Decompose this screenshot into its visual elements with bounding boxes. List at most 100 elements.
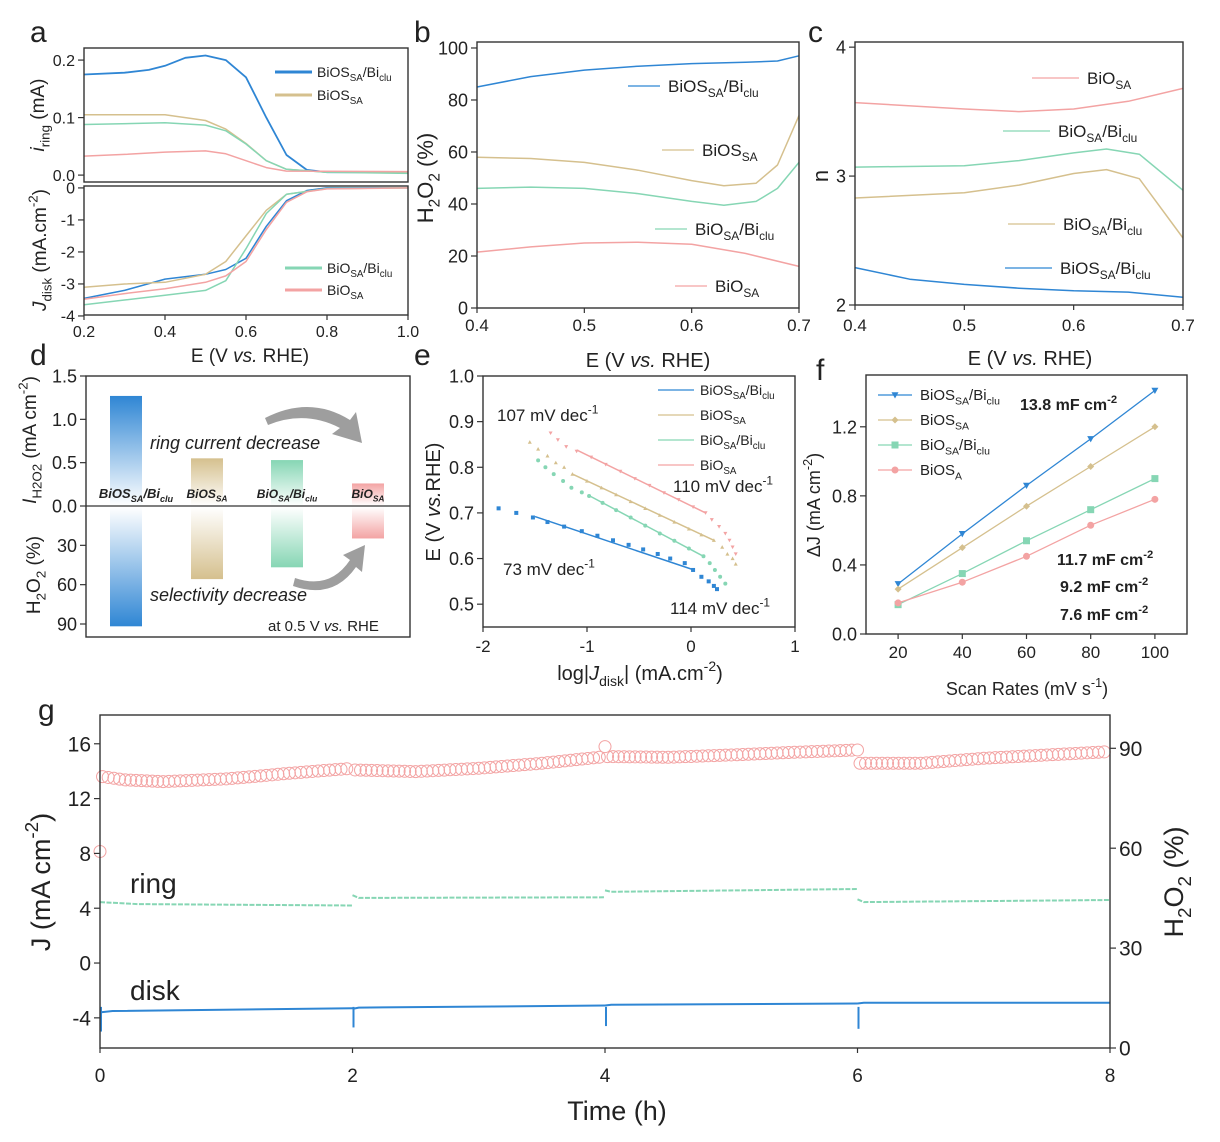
data-point-triangle (733, 562, 738, 566)
disk-current-line (857, 1001, 1110, 1005)
panel-a: 0.00.10.20-1-2-3-40.2 0.4 0.6 0.8 1.0E (V vs… (25, 53, 419, 367)
x-tick-label: 0.6 (235, 324, 257, 341)
ring-current-line (857, 898, 1111, 904)
data-point-circle (1023, 552, 1030, 560)
y-axis-title: J (mA cm-2) (22, 813, 56, 951)
disk-current-line (352, 1004, 606, 1010)
x-tick-label: 0.5 (953, 316, 977, 335)
y-axis-title: n (808, 170, 833, 182)
h2o2-data-point (730, 748, 744, 762)
y-axis-title: ΔJ (mA cm-2) (801, 453, 824, 557)
data-point-square (691, 567, 696, 572)
h2o2-data-point (151, 774, 165, 788)
panel-g: 0 2 4 6 8 -4 0 4 8 12 16 0 30 60 90 Time (h) J (mA cm-2)… (22, 733, 1196, 1126)
data-point-triangle (720, 545, 725, 549)
data-point-triangle-down (661, 491, 666, 495)
data-point-square (706, 579, 711, 584)
h2o2-data-point (776, 746, 790, 760)
capacitance-label: 7.6 mF cm-2 (1060, 604, 1148, 624)
h2o2-data-point (140, 774, 154, 788)
data-point-square (579, 529, 584, 534)
data-point-triangle-down (676, 498, 681, 502)
data-point-circle (643, 523, 648, 528)
data-point-triangle-down (727, 538, 732, 543)
selectivity-bar (271, 507, 303, 568)
arrow-icon (293, 545, 365, 591)
h2o2-data-point (764, 746, 778, 760)
disk-current-axes (83, 185, 409, 316)
ring-current-axes (83, 47, 409, 183)
data-point-diamond (958, 544, 966, 552)
h2o2-data-point (381, 764, 395, 778)
data-point-triangle (672, 520, 677, 524)
series-line (83, 122, 409, 175)
series-label: BiOSA/Biclu (1063, 215, 1142, 238)
data-point-circle (551, 472, 556, 477)
h2o2-data-point (897, 756, 911, 770)
y-tick-label: 0.0 (53, 168, 75, 185)
h2o2-data-point (810, 744, 824, 758)
x-tick-label: 1.0 (397, 324, 419, 341)
selectivity-bar (110, 507, 142, 627)
y-tick-label: 40 (448, 194, 468, 214)
series-line (854, 266, 1184, 299)
data-point-triangle-down (603, 462, 608, 467)
data-point-circle (1151, 495, 1159, 503)
y-tick-label: 0.8 (832, 486, 857, 506)
x-tick-label: 6 (852, 1066, 863, 1087)
series-line (476, 161, 800, 207)
data-point-triangle-down (564, 445, 569, 449)
data-point-circle (701, 554, 706, 559)
ring-current-line (352, 894, 606, 899)
data-point-square (611, 538, 615, 543)
y-tick-label: 3 (836, 167, 846, 187)
annotation-ring: ring current decrease (150, 433, 320, 453)
h2o2-data-point (392, 764, 406, 778)
data-point-diamond (894, 585, 902, 593)
y-tick-label: 30 (57, 536, 77, 556)
y-tick-label: 2 (836, 295, 846, 315)
x-tick-label: 0.4 (465, 316, 489, 335)
data-point-circle (657, 531, 662, 536)
h2o2-data-point (678, 750, 692, 764)
y-tick-label: 1.0 (52, 410, 77, 430)
data-point-square (496, 506, 501, 511)
data-point-triangle-down (647, 483, 652, 488)
data-point-square (682, 561, 687, 566)
x-tick-label: 0.7 (1171, 316, 1195, 335)
legend-label: BiOSSA (700, 407, 746, 427)
h2o2-data-point (853, 756, 867, 770)
ring-current-bar (110, 395, 142, 506)
h2o2-data-point (799, 745, 813, 759)
x-tick-label: 80 (1081, 643, 1100, 662)
panel-f: 20 40 60 80 100 0.0 0.4 0.8 1.2 Scan Rates (mV s-… (801, 387, 1169, 699)
h2o2-data-point (875, 756, 889, 770)
h2o2-data-point (903, 756, 917, 770)
data-point-triangle-down (891, 392, 899, 399)
h2o2-data-point (387, 764, 401, 778)
h2o2-data-point (173, 774, 187, 788)
legend-label: BiOSA/Biclu (920, 437, 990, 458)
data-point-triangle (730, 556, 735, 561)
h2o2-data-point (606, 750, 620, 764)
y-tick-label: 0.4 (832, 555, 857, 575)
data-point-triangle (585, 478, 589, 483)
h2o2-data-point (634, 750, 648, 764)
data-point-circle (1087, 521, 1095, 529)
h2o2-data-point (359, 763, 373, 777)
x-axis-title: E (V vs. RHE) (586, 350, 710, 372)
x-tick-label: 1 (790, 637, 799, 656)
h2o2-data-point (696, 749, 710, 763)
series-line (854, 148, 1184, 191)
y-tick-label: -3 (61, 277, 75, 294)
data-point-circle (712, 567, 717, 572)
h2o2-data-point (398, 764, 412, 778)
x-tick-label: 0 (686, 637, 695, 656)
h2o2-data-point (759, 747, 773, 761)
series-label: BiOSA/Biclu (695, 220, 774, 243)
y-tick-label: 80 (448, 90, 468, 110)
ring-current-line (99, 901, 353, 907)
h2o2-data-point (639, 750, 653, 764)
series-line (83, 150, 409, 173)
